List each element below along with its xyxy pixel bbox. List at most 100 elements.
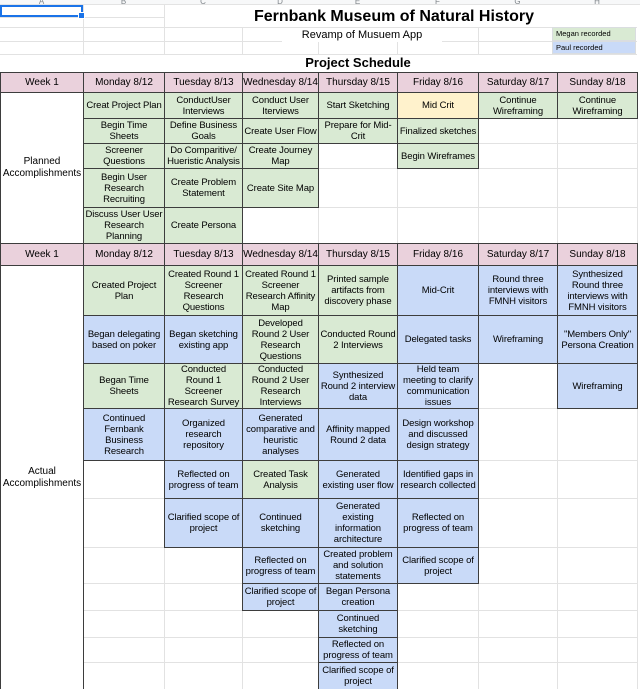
schedule-cell[interactable]: Generated existing information architect… xyxy=(318,498,398,548)
schedule-cell[interactable]: Start Sketching xyxy=(318,92,398,119)
schedule-cell[interactable]: Clarified scope of project xyxy=(242,583,319,611)
schedule-cell[interactable]: Conducted Round 2 Interviews xyxy=(318,315,398,364)
schedule-cell[interactable] xyxy=(164,662,243,689)
schedule-cell[interactable]: Begin User Research Recruiting xyxy=(83,168,165,208)
schedule-cell[interactable]: Clarified scope of project xyxy=(318,662,398,689)
schedule-cell[interactable] xyxy=(318,143,398,169)
schedule-cell[interactable] xyxy=(397,610,479,638)
column-letter[interactable]: A xyxy=(38,0,45,5)
day-header[interactable]: Monday 8/12 xyxy=(83,243,165,266)
schedule-cell[interactable]: Delegated tasks xyxy=(397,315,479,364)
schedule-cell[interactable]: "Members Only" Persona Creation xyxy=(557,315,638,364)
schedule-cell[interactable]: Began sketching existing app xyxy=(164,315,243,364)
column-letter[interactable]: E xyxy=(354,0,361,5)
schedule-cell[interactable]: Continued sketching xyxy=(242,498,319,548)
schedule-cell[interactable]: Create User Flow xyxy=(242,118,319,144)
schedule-cell[interactable]: Do Comparitive/ Hueristic Analysis xyxy=(164,143,243,169)
schedule-cell[interactable]: Continue Wireframing xyxy=(478,92,558,119)
schedule-cell[interactable]: Affinity mapped Round 2 data xyxy=(318,408,398,461)
schedule-cell[interactable]: Printed sample artifacts from discovery … xyxy=(318,265,398,316)
schedule-cell[interactable]: Began delegating based on poker xyxy=(83,315,165,364)
schedule-cell[interactable] xyxy=(242,662,319,689)
schedule-cell[interactable]: Began Persona creation xyxy=(318,583,398,611)
schedule-cell[interactable] xyxy=(83,610,165,638)
schedule-cell[interactable]: Held team meeting to clarify communicati… xyxy=(397,363,479,409)
day-header[interactable]: Tuesday 8/13 xyxy=(164,72,243,93)
schedule-cell[interactable] xyxy=(83,498,165,548)
schedule-cell[interactable]: Began Time Sheets xyxy=(83,363,165,409)
section-label[interactable]: Actual Accomplishments xyxy=(0,265,84,689)
schedule-cell[interactable] xyxy=(478,583,558,611)
schedule-cell[interactable] xyxy=(557,460,638,499)
schedule-cell[interactable]: Define Business Goals xyxy=(164,118,243,144)
legend-paul-recorded[interactable]: Paul recorded xyxy=(552,41,636,54)
schedule-cell[interactable]: Round three interviews with FMNH visitor… xyxy=(478,265,558,316)
schedule-cell[interactable] xyxy=(478,207,558,244)
schedule-cell[interactable]: Finalized sketches xyxy=(397,118,479,144)
schedule-cell[interactable] xyxy=(83,637,165,663)
fill-handle[interactable] xyxy=(78,12,85,19)
schedule-cell[interactable] xyxy=(478,363,558,409)
schedule-cell[interactable]: Clarified scope of project xyxy=(397,547,479,584)
schedule-cell[interactable]: Created Project Plan xyxy=(83,265,165,316)
schedule-cell[interactable] xyxy=(164,637,243,663)
schedule-cell[interactable]: Reflected on progress of team xyxy=(318,637,398,663)
column-letter[interactable]: G xyxy=(514,0,521,5)
day-header[interactable]: Wednesday 8/14 xyxy=(242,243,319,266)
schedule-cell[interactable] xyxy=(83,662,165,689)
schedule-cell[interactable]: Organized research repository xyxy=(164,408,243,461)
schedule-cell[interactable] xyxy=(83,460,165,499)
schedule-cell[interactable]: Synthesized Round three interviews with … xyxy=(557,265,638,316)
schedule-cell[interactable] xyxy=(164,583,243,611)
schedule-cell[interactable]: Developed Round 2 User Research Question… xyxy=(242,315,319,364)
schedule-cell[interactable] xyxy=(242,610,319,638)
schedule-cell[interactable] xyxy=(557,583,638,611)
schedule-cell[interactable]: Identified gaps in research collected xyxy=(397,460,479,499)
schedule-cell[interactable]: Clarified scope of project xyxy=(164,498,243,548)
day-header[interactable]: Sunday 8/18 xyxy=(557,243,638,266)
schedule-cell[interactable] xyxy=(557,168,638,208)
schedule-cell[interactable] xyxy=(242,207,319,244)
schedule-cell[interactable]: Begin Wireframes xyxy=(397,143,479,169)
schedule-cell[interactable]: Mid Crit xyxy=(397,92,479,119)
schedule-cell[interactable]: Create Journey Map xyxy=(242,143,319,169)
column-letter[interactable]: B xyxy=(120,0,127,5)
schedule-cell[interactable]: Create Persona xyxy=(164,207,243,244)
schedule-cell[interactable] xyxy=(164,547,243,584)
schedule-cell[interactable] xyxy=(557,637,638,663)
schedule-cell[interactable] xyxy=(318,168,398,208)
schedule-cell[interactable]: Design workshop and discussed design str… xyxy=(397,408,479,461)
legend-megan-recorded[interactable]: Megan recorded xyxy=(552,27,636,41)
schedule-cell[interactable]: Synthesized Round 2 interview data xyxy=(318,363,398,409)
schedule-cell[interactable] xyxy=(557,207,638,244)
schedule-cell[interactable] xyxy=(478,408,558,461)
schedule-cell[interactable] xyxy=(397,207,479,244)
schedule-cell[interactable]: ConductUser Interviews xyxy=(164,92,243,119)
column-letter[interactable]: D xyxy=(277,0,283,5)
schedule-cell[interactable] xyxy=(318,207,398,244)
schedule-cell[interactable]: Reflected on progress of team xyxy=(397,498,479,548)
schedule-cell[interactable] xyxy=(557,662,638,689)
schedule-cell[interactable] xyxy=(557,118,638,144)
day-header[interactable]: Saturday 8/17 xyxy=(478,72,558,93)
schedule-cell[interactable] xyxy=(478,637,558,663)
schedule-cell[interactable] xyxy=(397,168,479,208)
section-label[interactable]: Planned Accomplishments xyxy=(0,92,84,244)
day-header[interactable]: Friday 8/16 xyxy=(397,72,479,93)
schedule-cell[interactable]: Create Site Map xyxy=(242,168,319,208)
schedule-cell[interactable]: Discuss User User Research Planning xyxy=(83,207,165,244)
schedule-cell[interactable]: Created problem and solution statements xyxy=(318,547,398,584)
schedule-cell[interactable]: Screener Questions xyxy=(83,143,165,169)
day-header[interactable]: Thursday 8/15 xyxy=(318,243,398,266)
schedule-cell[interactable] xyxy=(557,610,638,638)
schedule-cell[interactable] xyxy=(478,460,558,499)
schedule-cell[interactable]: Creat Project Plan xyxy=(83,92,165,119)
day-header[interactable]: Tuesday 8/13 xyxy=(164,243,243,266)
day-header[interactable]: Wednesday 8/14 xyxy=(242,72,319,93)
schedule-cell[interactable]: Generated comparative and heuristic anal… xyxy=(242,408,319,461)
schedule-cell[interactable] xyxy=(478,168,558,208)
schedule-cell[interactable] xyxy=(164,610,243,638)
day-header[interactable]: Friday 8/16 xyxy=(397,243,479,266)
schedule-cell[interactable]: Begin Time Sheets xyxy=(83,118,165,144)
day-header[interactable]: Saturday 8/17 xyxy=(478,243,558,266)
